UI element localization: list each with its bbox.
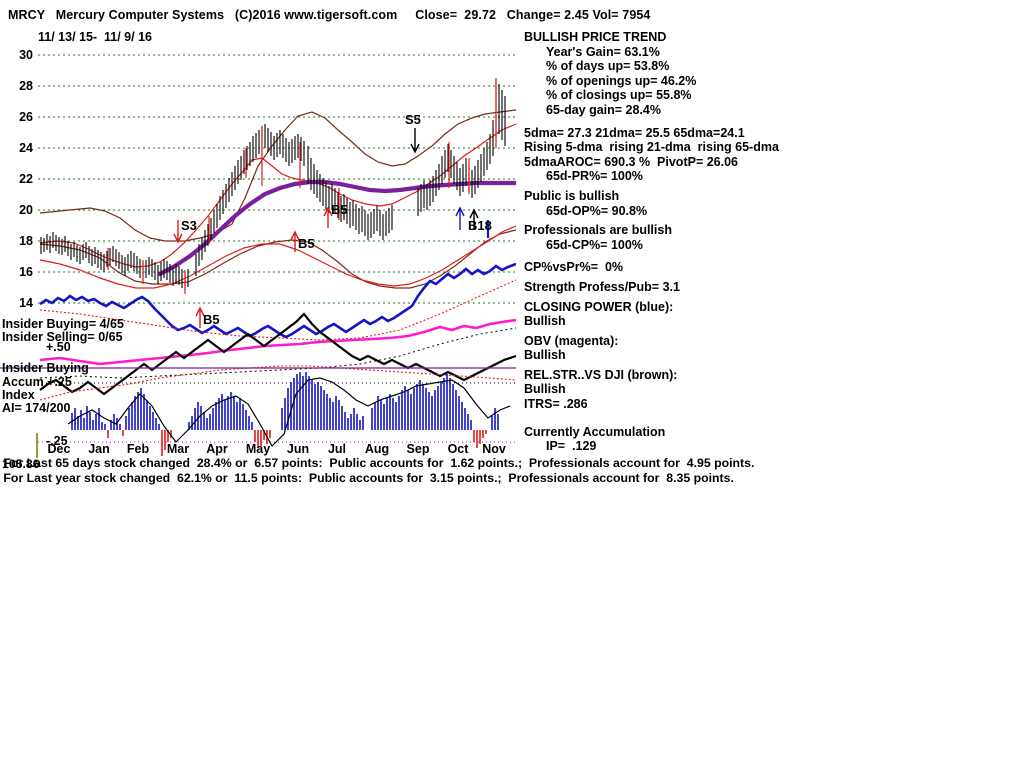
svg-text:Dec: Dec bbox=[48, 442, 71, 456]
svg-text:Jun: Jun bbox=[287, 442, 309, 456]
accum-label: Accum +.25 bbox=[2, 375, 72, 389]
stats-itrs: ITRS= .286 bbox=[524, 397, 588, 412]
stats-closings-up: % of closings up= 55.8% bbox=[546, 88, 692, 103]
stats-openings-up: % of openings up= 46.2% bbox=[546, 73, 697, 88]
stats-obv-title: OBV (magenta): bbox=[524, 333, 619, 348]
stats-relstr-title: REL.STR..VS DJI (brown): bbox=[524, 367, 678, 382]
stats-closing-power-title: CLOSING POWER (blue): bbox=[524, 299, 674, 314]
relative-strength-reference bbox=[39, 365, 516, 401]
svg-text:Jul: Jul bbox=[328, 442, 346, 456]
stats-days-up: % of days up= 53.8% bbox=[546, 59, 670, 74]
minus25-label: -.25 bbox=[46, 434, 68, 448]
annotation-b18: B18 bbox=[468, 218, 492, 233]
stats-public-status: Public is bullish bbox=[524, 188, 620, 203]
insider-buying-count-label: Insider Buying= 4/65 bbox=[2, 317, 124, 331]
footer-summary: For Last 65 days stock changed 28.4% or … bbox=[0, 456, 1010, 486]
annotation-b5-1: B5 bbox=[331, 202, 348, 217]
svg-text:28: 28 bbox=[19, 79, 33, 93]
insider-selling-count-label: Insider Selling= 0/65 bbox=[2, 330, 123, 344]
svg-text:16: 16 bbox=[19, 265, 33, 279]
stats-obv-value: Bullish bbox=[524, 348, 566, 363]
svg-text:Nov: Nov bbox=[482, 442, 506, 456]
annotation-s5: S5 bbox=[405, 112, 421, 127]
svg-text:18: 18 bbox=[19, 234, 33, 248]
stats-pros-status: Professionals are bullish bbox=[524, 223, 672, 238]
svg-text:20: 20 bbox=[19, 203, 33, 217]
index-label: Index bbox=[2, 388, 35, 402]
stats-op65: 65d-OP%= 90.8% bbox=[546, 203, 648, 218]
chart-annotations: S5 S3 B5 B5 B5 B18 bbox=[173, 112, 492, 328]
svg-text:Mar: Mar bbox=[167, 442, 189, 456]
footer-line-1: For Last 65 days stock changed 28.4% or … bbox=[0, 456, 755, 470]
x-axis-month-labels: Dec Jan Feb Mar Apr May Jun Jul Aug Sep … bbox=[48, 442, 506, 456]
inner-bands bbox=[39, 123, 516, 289]
footer-line-2: For Last year stock changed 62.1% or 11.… bbox=[0, 471, 734, 485]
svg-text:Jan: Jan bbox=[88, 442, 110, 456]
stats-cp-vs-pr: CP%vsPr%= 0% bbox=[524, 260, 624, 275]
stats-65day-gain: 65-day gain= 28.4% bbox=[546, 102, 661, 117]
stats-title: BULLISH PRICE TREND bbox=[524, 30, 667, 44]
closing-power-reference bbox=[39, 279, 516, 341]
stats-years-gain: Year's Gain= 63.1% bbox=[546, 44, 660, 59]
svg-text:14: 14 bbox=[19, 296, 33, 310]
svg-text:Aug: Aug bbox=[365, 442, 389, 456]
svg-text:22: 22 bbox=[19, 172, 33, 186]
stats-relstr-value: Bullish bbox=[524, 382, 566, 397]
price-chart[interactable]: 30 28 26 24 22 20 18 16 14 bbox=[0, 38, 516, 458]
bollinger-bands bbox=[39, 109, 516, 289]
signal-ticks bbox=[107, 78, 497, 294]
insider-buying-label: Insider Buying bbox=[2, 361, 89, 375]
stats-strength: Strength Profess/Pub= 3.1 bbox=[524, 279, 680, 294]
svg-text:30: 30 bbox=[19, 48, 33, 62]
svg-text:24: 24 bbox=[19, 141, 33, 155]
statistics-panel: BULLISH PRICE TREND Year's Gain= 63.1% %… bbox=[524, 30, 854, 454]
stats-rising-line: Rising 5-dma rising 21-dma rising 65-dma bbox=[524, 140, 779, 155]
obv-reference bbox=[39, 327, 516, 379]
y-axis-labels: 30 28 26 24 22 20 18 16 14 bbox=[19, 48, 33, 310]
closing-power-line bbox=[39, 262, 516, 339]
stats-ip: IP= .129 bbox=[546, 439, 597, 454]
annotation-s3: S3 bbox=[181, 218, 197, 233]
obv-line bbox=[39, 318, 516, 366]
indicator-labels: Insider Buying= 4/65 Insider Selling= 0/… bbox=[2, 317, 124, 448]
stats-dma-line: 5dma= 27.3 21dma= 25.5 65dma=24.1 bbox=[524, 125, 745, 140]
svg-text:Apr: Apr bbox=[206, 442, 228, 456]
svg-text:Feb: Feb bbox=[127, 442, 150, 456]
stats-accumulation: Currently Accumulation bbox=[524, 424, 666, 439]
stats-closing-power-value: Bullish bbox=[524, 314, 566, 329]
footer-overlap-value: 105.86 bbox=[2, 457, 40, 471]
moving-average-line bbox=[157, 179, 516, 277]
date-range-label: 11/ 13/ 15- 11/ 9/ 16 bbox=[38, 30, 152, 44]
stats-pr65: 65d-PR%= 100% bbox=[546, 169, 643, 184]
svg-text:Sep: Sep bbox=[407, 442, 430, 456]
plus50-label: +.50 bbox=[46, 340, 71, 354]
header-title: MRCY Mercury Computer Systems (C)2016 ww… bbox=[8, 8, 651, 22]
stats-cp65: 65d-CP%= 100% bbox=[546, 237, 643, 252]
svg-text:Oct: Oct bbox=[448, 442, 470, 456]
accumulation-histogram-positive bbox=[71, 372, 499, 430]
accumulation-histogram-negative bbox=[107, 430, 487, 456]
ai-label: AI= 174/200 bbox=[2, 401, 71, 415]
annotation-b5-3: B5 bbox=[203, 312, 220, 327]
accumulation-index-line bbox=[67, 377, 511, 447]
ohlc-bars bbox=[40, 80, 506, 291]
svg-text:26: 26 bbox=[19, 110, 33, 124]
annotation-b5-2: B5 bbox=[298, 236, 315, 251]
stats-aroc-line: 5dmaAROC= 690.3 % PivotP= 26.06 bbox=[524, 154, 738, 169]
svg-text:May: May bbox=[246, 442, 270, 456]
